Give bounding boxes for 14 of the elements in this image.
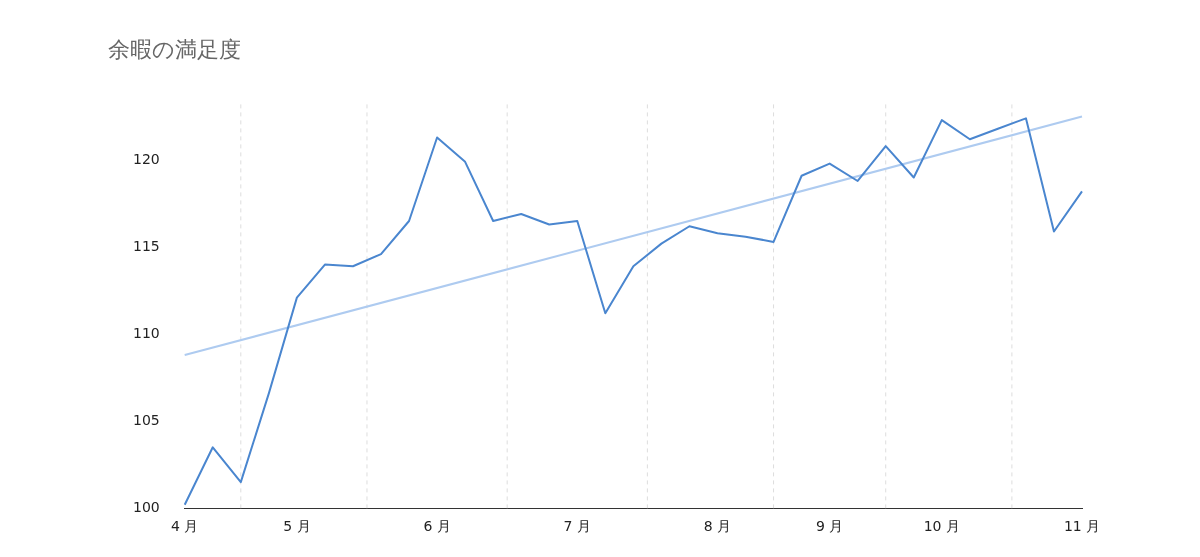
x-tick-label: 9 月 (815, 518, 844, 535)
x-tick-label: 8 月 (703, 518, 732, 535)
x-tick-label: 6 月 (423, 518, 451, 535)
x-tick-label: 4 月 (171, 518, 199, 535)
y-tick-label: 105 (132, 411, 160, 428)
x-tick-label: 7 月 (563, 518, 591, 535)
y-tick-label: 100 (132, 498, 160, 515)
x-tick-label: 11 月 (1063, 518, 1101, 535)
chart-title: 余暇の満足度 (108, 36, 241, 62)
y-tick-label: 110 (132, 324, 160, 341)
y-tick-label: 120 (132, 150, 160, 167)
x-tick-label: 5 月 (283, 518, 311, 535)
x-tick-label: 10 月 (923, 518, 960, 535)
y-tick-label: 115 (132, 237, 160, 254)
